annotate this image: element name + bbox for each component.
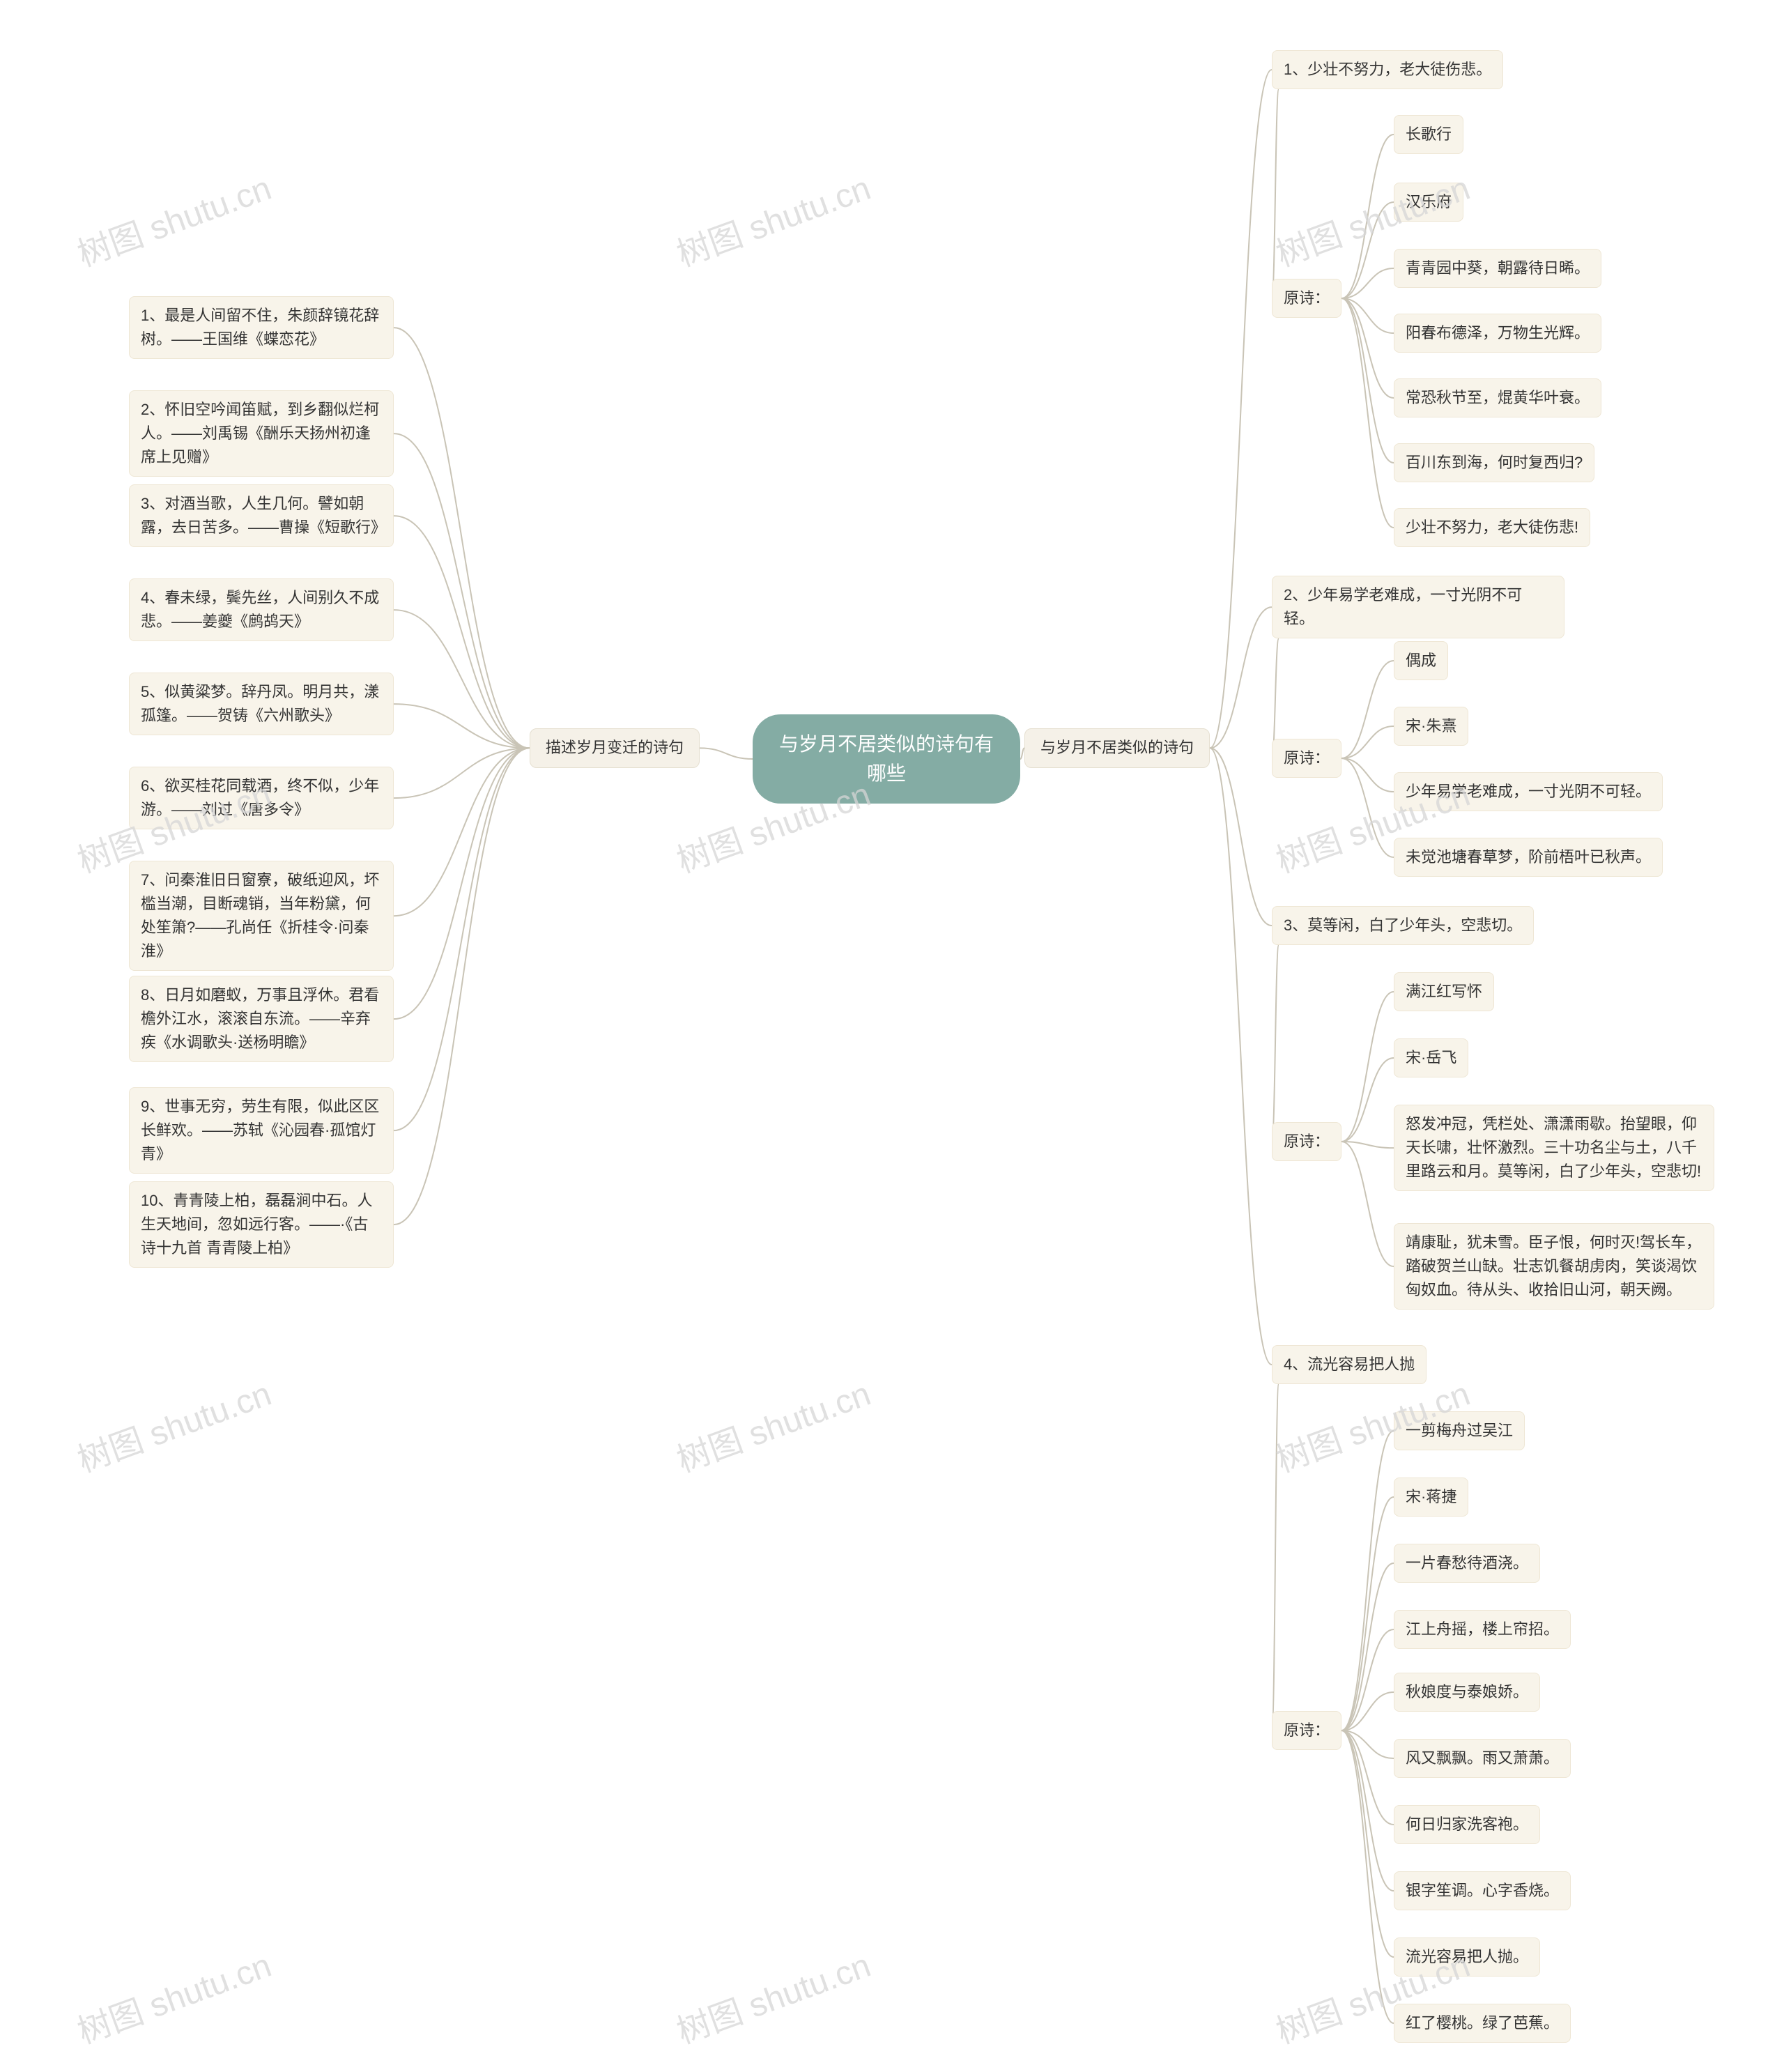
leaf-node: 满江红写怀: [1394, 972, 1494, 1011]
leaf-text: 少壮不努力，老大徒伤悲!: [1406, 519, 1578, 536]
leaf-node: 7、问秦淮旧日窗寮，破纸迎风，坏槛当潮，目断魂销，当年粉黛，何处笙箫?——孔尚任…: [129, 861, 394, 971]
leaf-text: 宋·蒋捷: [1406, 1488, 1456, 1505]
leaf-text: 流光容易把人抛。: [1406, 1948, 1528, 1965]
leaf-text: 未觉池塘春草梦，阶前梧叶已秋声。: [1406, 848, 1651, 866]
leaf-node: 银字笙调。心字香烧。: [1394, 1871, 1571, 1910]
leaf-text: 原诗：: [1284, 1133, 1330, 1150]
leaf-text: 宋·岳飞: [1406, 1049, 1456, 1066]
leaf-node: 少壮不努力，老大徒伤悲!: [1394, 508, 1590, 547]
leaf-node: 长歌行: [1394, 115, 1463, 154]
leaf-node: 10、青青陵上柏，磊磊涧中石。人生天地间，忽如远行客。——·《古诗十九首 青青陵…: [129, 1181, 394, 1268]
leaf-text: 4、春未绿，鬓先丝，人间别久不成悲。——姜夔《鹧鸪天》: [141, 589, 379, 630]
leaf-node: 风又飘飘。雨又萧萧。: [1394, 1739, 1571, 1778]
leaf-node: 常恐秋节至，焜黄华叶衰。: [1394, 378, 1601, 417]
leaf-text: 原诗：: [1284, 749, 1330, 767]
leaf-node: 原诗：: [1272, 1711, 1341, 1750]
leaf-node: 秋娘度与泰娘娇。: [1394, 1673, 1540, 1712]
leaf-node: 少年易学老难成，一寸光阴不可轻。: [1394, 772, 1663, 811]
leaf-node: 一片春愁待酒浇。: [1394, 1544, 1540, 1583]
leaf-node: 江上舟摇，楼上帘招。: [1394, 1610, 1571, 1649]
leaf-text: 江上舟摇，楼上帘招。: [1406, 1620, 1559, 1638]
leaf-text: 4、流光容易把人抛: [1284, 1356, 1415, 1373]
leaf-node: 红了樱桃。绿了芭蕉。: [1394, 2004, 1571, 2043]
leaf-text: 红了樱桃。绿了芭蕉。: [1406, 2014, 1559, 2032]
leaf-text: 9、世事无穷，劳生有限，似此区区长鲜欢。——苏轼《沁园春·孤馆灯青》: [141, 1098, 379, 1162]
leaf-node: 8、日月如磨蚁，万事且浮休。君看檐外江水，滚滚自东流。——辛弃疾《水调歌头·送杨…: [129, 976, 394, 1062]
leaf-text: 1、少壮不努力，老大徒伤悲。: [1284, 61, 1491, 78]
leaf-text: 3、对酒当歌，人生几何。譬如朝露，去日苦多。——曹操《短歌行》: [141, 495, 386, 536]
leaf-text: 2、少年易学老难成，一寸光阴不可轻。: [1284, 586, 1522, 627]
leaf-text: 宋·朱熹: [1406, 717, 1456, 735]
leaf-node: 未觉池塘春草梦，阶前梧叶已秋声。: [1394, 838, 1663, 877]
leaf-text: 3、莫等闲，白了少年头，空悲切。: [1284, 916, 1522, 934]
leaf-node: 5、似黄粱梦。辞丹凤。明月共，漾孤篷。——贺铸《六州歌头》: [129, 673, 394, 735]
leaf-text: 百川东到海，何时复西归?: [1406, 454, 1583, 471]
watermark: 树图 shutu.cn: [70, 161, 277, 276]
watermark: 树图 shutu.cn: [70, 1367, 277, 1482]
leaf-node: 2、怀旧空吟闻笛赋，到乡翻似烂柯人。——刘禹锡《酬乐天扬州初逢席上见赠》: [129, 390, 394, 477]
leaf-node: 原诗：: [1272, 1122, 1341, 1161]
leaf-text: 6、欲买桂花同载酒，终不似，少年游。——刘过《唐多令》: [141, 777, 379, 818]
leaf-text: 银字笙调。心字香烧。: [1406, 1882, 1559, 1899]
leaf-node: 汉乐府: [1394, 183, 1463, 222]
leaf-text: 偶成: [1406, 652, 1436, 669]
leaf-text: 5、似黄粱梦。辞丹凤。明月共，漾孤篷。——贺铸《六州歌头》: [141, 683, 379, 724]
branch-left: 描述岁月变迁的诗句: [530, 728, 700, 768]
watermark: 树图 shutu.cn: [669, 1367, 876, 1482]
watermark: 树图 shutu.cn: [70, 1938, 277, 2053]
leaf-text: 8、日月如磨蚁，万事且浮休。君看檐外江水，滚滚自东流。——辛弃疾《水调歌头·送杨…: [141, 986, 379, 1051]
leaf-node: 9、世事无穷，劳生有限，似此区区长鲜欢。——苏轼《沁园春·孤馆灯青》: [129, 1087, 394, 1174]
leaf-text: 汉乐府: [1406, 193, 1452, 210]
leaf-text: 怒发冲冠，凭栏处、潇潇雨歇。抬望眼，仰天长啸，壮怀激烈。三十功名尘与土，八千里路…: [1406, 1115, 1701, 1180]
leaf-text: 原诗：: [1284, 1721, 1330, 1739]
watermark: 树图 shutu.cn: [669, 1938, 876, 2053]
leaf-node: 怒发冲冠，凭栏处、潇潇雨歇。抬望眼，仰天长啸，壮怀激烈。三十功名尘与土，八千里路…: [1394, 1105, 1714, 1191]
leaf-text: 少年易学老难成，一寸光阴不可轻。: [1406, 783, 1651, 800]
leaf-node: 宋·岳飞: [1394, 1038, 1468, 1077]
leaf-node: 流光容易把人抛。: [1394, 1937, 1540, 1977]
leaf-node: 4、流光容易把人抛: [1272, 1345, 1427, 1384]
leaf-text: 原诗：: [1284, 289, 1330, 307]
leaf-node: 6、欲买桂花同载酒，终不似，少年游。——刘过《唐多令》: [129, 767, 394, 829]
leaf-node: 3、对酒当歌，人生几何。譬如朝露，去日苦多。——曹操《短歌行》: [129, 484, 394, 547]
leaf-text: 满江红写怀: [1406, 983, 1482, 1000]
leaf-node: 原诗：: [1272, 279, 1341, 318]
branch-right-label: 与岁月不居类似的诗句: [1040, 739, 1194, 756]
leaf-text: 10、青青陵上柏，磊磊涧中石。人生天地间，忽如远行客。——·《古诗十九首 青青陵…: [141, 1192, 372, 1257]
leaf-node: 何日归家洗客袍。: [1394, 1805, 1540, 1844]
leaf-node: 1、少壮不努力，老大徒伤悲。: [1272, 50, 1503, 89]
leaf-node: 1、最是人间留不住，朱颜辞镜花辞树。——王国维《蝶恋花》: [129, 296, 394, 359]
leaf-node: 原诗：: [1272, 739, 1341, 778]
leaf-text: 何日归家洗客袍。: [1406, 1816, 1528, 1833]
leaf-node: 靖康耻，犹未雪。臣子恨，何时灭!驾长车，踏破贺兰山缺。壮志饥餐胡虏肉，笑谈渴饮匈…: [1394, 1223, 1714, 1310]
leaf-text: 1、最是人间留不住，朱颜辞镜花辞树。——王国维《蝶恋花》: [141, 307, 379, 348]
leaf-node: 偶成: [1394, 641, 1448, 680]
leaf-node: 3、莫等闲，白了少年头，空悲切。: [1272, 906, 1534, 945]
leaf-text: 2、怀旧空吟闻笛赋，到乡翻似烂柯人。——刘禹锡《酬乐天扬州初逢席上见赠》: [141, 401, 379, 466]
leaf-text: 秋娘度与泰娘娇。: [1406, 1683, 1528, 1701]
leaf-text: 7、问秦淮旧日窗寮，破纸迎风，坏槛当潮，目断魂销，当年粉黛，何处笙箫?——孔尚任…: [141, 871, 379, 960]
watermark: 树图 shutu.cn: [669, 161, 876, 276]
leaf-text: 阳春布德泽，万物生光辉。: [1406, 324, 1590, 342]
branch-right: 与岁月不居类似的诗句: [1024, 728, 1210, 768]
leaf-text: 一片春愁待酒浇。: [1406, 1554, 1528, 1572]
leaf-text: 一剪梅舟过吴江: [1406, 1422, 1513, 1439]
branch-left-label: 描述岁月变迁的诗句: [546, 739, 684, 756]
root-node: 与岁月不居类似的诗句有哪些: [753, 714, 1020, 804]
leaf-text: 青青园中葵，朝露待日晞。: [1406, 259, 1590, 277]
leaf-node: 宋·蒋捷: [1394, 1478, 1468, 1517]
leaf-text: 风又飘飘。雨又萧萧。: [1406, 1749, 1559, 1767]
leaf-text: 靖康耻，犹未雪。臣子恨，何时灭!驾长车，踏破贺兰山缺。壮志饥餐胡虏肉，笑谈渴饮匈…: [1406, 1234, 1701, 1298]
leaf-node: 青青园中葵，朝露待日晞。: [1394, 249, 1601, 288]
leaf-text: 长歌行: [1406, 125, 1452, 143]
leaf-node: 4、春未绿，鬓先丝，人间别久不成悲。——姜夔《鹧鸪天》: [129, 578, 394, 641]
leaf-node: 一剪梅舟过吴江: [1394, 1411, 1525, 1450]
leaf-node: 百川东到海，何时复西归?: [1394, 443, 1594, 482]
root-text: 与岁月不居类似的诗句有哪些: [779, 733, 994, 784]
leaf-node: 阳春布德泽，万物生光辉。: [1394, 314, 1601, 353]
leaf-node: 2、少年易学老难成，一寸光阴不可轻。: [1272, 576, 1564, 638]
leaf-node: 宋·朱熹: [1394, 707, 1468, 746]
leaf-text: 常恐秋节至，焜黄华叶衰。: [1406, 389, 1590, 406]
